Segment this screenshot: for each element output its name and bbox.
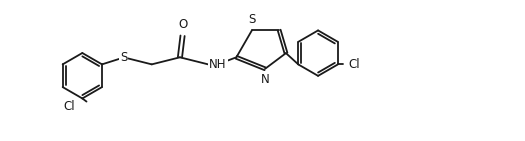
- Text: S: S: [248, 13, 256, 26]
- Text: NH: NH: [209, 58, 227, 71]
- Text: O: O: [178, 17, 187, 31]
- Text: N: N: [261, 73, 269, 86]
- Text: Cl: Cl: [63, 100, 75, 113]
- Text: S: S: [120, 51, 127, 64]
- Text: Cl: Cl: [348, 58, 360, 71]
